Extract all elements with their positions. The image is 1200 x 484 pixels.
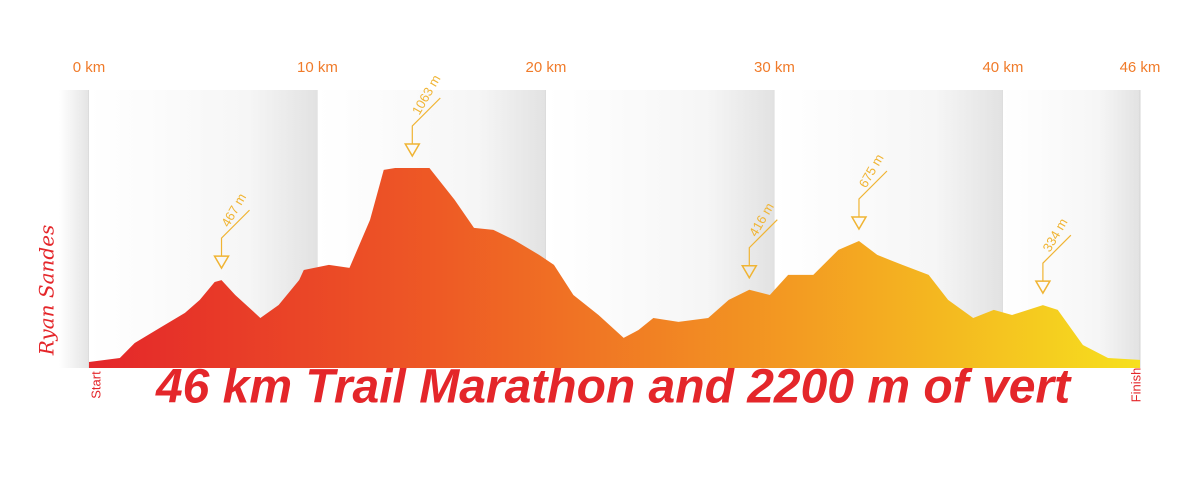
annotation-leader bbox=[858, 170, 888, 218]
chart-title: 46 km Trail Marathon and 2200 m of vert bbox=[155, 361, 1072, 414]
x-tick-label: 10 km bbox=[297, 59, 338, 76]
start-label: Start bbox=[88, 371, 103, 399]
brand: Ryan Sandes bbox=[35, 225, 59, 357]
finish-label: Finish bbox=[1128, 368, 1143, 403]
x-tick-label: 30 km bbox=[754, 59, 795, 76]
annotation-arrow bbox=[850, 216, 868, 231]
annotation-leader bbox=[411, 97, 441, 144]
x-tick-label: 0 km bbox=[73, 59, 106, 76]
elevation-area bbox=[89, 168, 1140, 368]
x-tick-label: 20 km bbox=[526, 59, 567, 76]
annotation-leader bbox=[748, 219, 778, 266]
annotation-leader bbox=[1042, 234, 1072, 282]
annotation-leader bbox=[220, 209, 250, 257]
grid-shade bbox=[59, 90, 89, 368]
x-tick-label: 46 km bbox=[1120, 59, 1161, 76]
annotation-arrow bbox=[740, 264, 758, 280]
x-tick-label: 40 km bbox=[982, 59, 1023, 76]
